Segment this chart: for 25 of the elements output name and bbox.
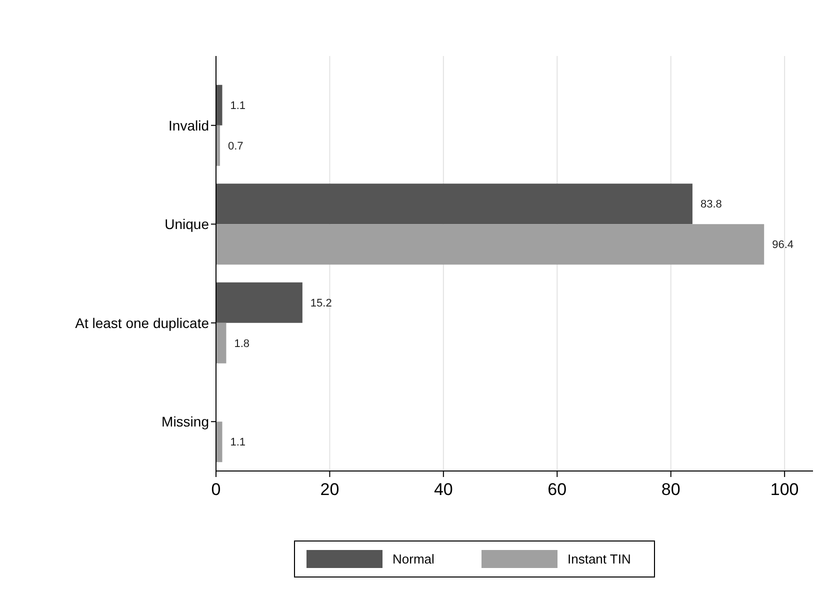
bar <box>216 184 692 224</box>
x-tick-label: 100 <box>770 480 799 499</box>
y-tick-label: Unique <box>164 216 210 232</box>
data-label: 1.1 <box>230 436 246 449</box>
y-tick-label: Missing <box>162 414 209 430</box>
x-tick-label: 60 <box>548 480 567 499</box>
x-tick-label: 80 <box>661 480 680 499</box>
x-tick-label: 40 <box>434 480 453 499</box>
data-label: 1.8 <box>234 338 250 350</box>
bar <box>216 282 302 323</box>
data-label: 96.4 <box>772 239 794 252</box>
x-tick-label: 20 <box>320 480 340 499</box>
text: Normal <box>392 552 435 567</box>
y-tick-label: Invalid <box>168 117 209 134</box>
bar <box>216 224 764 265</box>
bar <box>216 84 222 126</box>
y-tick-label: At least one duplicate <box>75 314 210 331</box>
bar <box>216 422 222 462</box>
data-label: 15.2 <box>310 297 332 310</box>
text: Instant TIN <box>568 552 631 567</box>
data-label: 83.8 <box>700 198 722 211</box>
bar <box>216 322 226 364</box>
data-label: 0.7 <box>228 140 244 152</box>
x-tick-label: 0 <box>211 480 221 499</box>
data-label: 1.1 <box>230 100 246 112</box>
